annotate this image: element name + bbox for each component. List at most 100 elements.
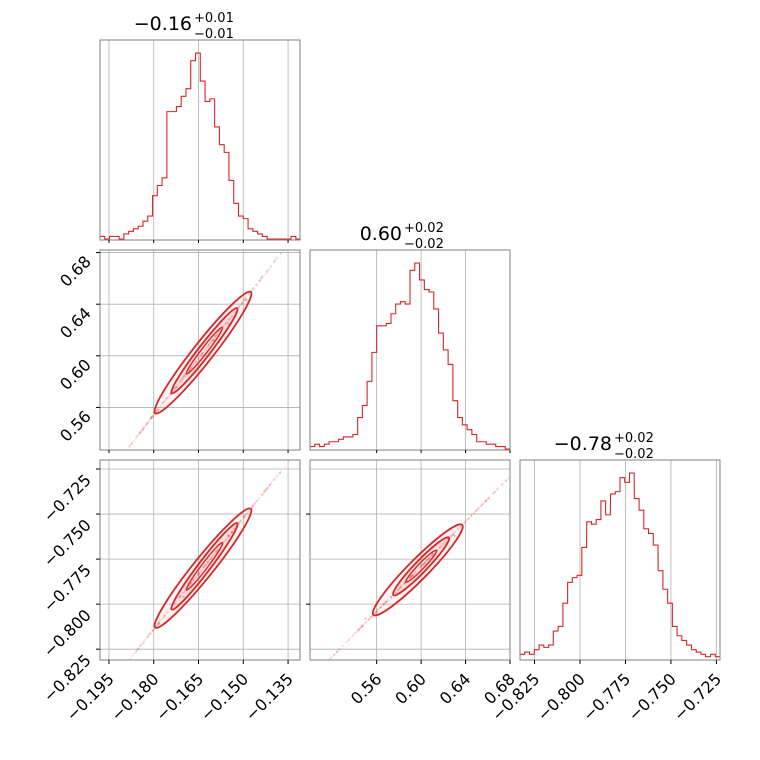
sample-point [224, 538, 227, 542]
sample-point [134, 651, 137, 654]
sample-point [409, 575, 413, 578]
sample-point [269, 482, 272, 486]
sample-point [239, 519, 242, 522]
sample-point [408, 576, 411, 580]
sample-point [197, 356, 200, 359]
sample-point [224, 323, 227, 326]
sample-point [420, 565, 423, 568]
sample-point [188, 369, 191, 372]
sample-point [425, 559, 428, 563]
sample-point [134, 437, 137, 440]
sample-point [205, 347, 208, 350]
sample-point [288, 460, 291, 463]
sample-point [161, 402, 164, 405]
sample-point [255, 500, 258, 503]
sample-point [112, 466, 114, 468]
sample-point [246, 511, 249, 514]
joint-13-marks [114, 460, 291, 678]
sample-point [475, 509, 478, 512]
sample-point [481, 502, 484, 506]
sample-point [274, 477, 277, 480]
sample-point [450, 534, 453, 537]
sample-point [361, 624, 364, 627]
title-lower-error: −0.02 [614, 447, 654, 462]
sample-point [422, 562, 425, 566]
sample-point [143, 639, 146, 643]
sample-point [268, 483, 271, 487]
sample-point [377, 609, 380, 612]
sample-point [166, 611, 169, 614]
sample-point [143, 426, 146, 430]
sample-point [429, 556, 432, 559]
sample-point [175, 385, 178, 388]
sample-point [243, 516, 246, 519]
sample-point [252, 286, 256, 289]
sample-point [390, 595, 393, 598]
sample-point [180, 379, 183, 382]
tick-label: −0.725 [670, 669, 725, 724]
sample-point [114, 676, 116, 678]
sample-point [162, 401, 165, 404]
sample-point [385, 600, 388, 603]
sample-point [196, 357, 200, 360]
joint-13-frame [99, 459, 301, 661]
sample-point [190, 582, 193, 585]
tick-label: 0.64 [436, 669, 475, 708]
sample-point [367, 619, 370, 622]
sample-point [276, 474, 279, 477]
sample-point [160, 618, 163, 622]
sample-point [151, 629, 155, 632]
sample-point [245, 299, 248, 302]
sample-point [190, 367, 193, 370]
sample-point [242, 516, 246, 519]
sample-point [228, 317, 231, 320]
sample-point [151, 630, 154, 633]
sample-point [238, 522, 241, 525]
sample-point [155, 409, 159, 412]
sample-point [402, 582, 406, 586]
sample-point [163, 614, 166, 617]
sample-point [163, 614, 166, 617]
sample-point [402, 582, 406, 585]
sample-point [148, 419, 151, 422]
sample-point [411, 574, 414, 577]
sample-point [139, 430, 142, 433]
sample-point [242, 300, 245, 303]
sample-point [272, 479, 275, 482]
sample-point [426, 559, 429, 562]
sample-point [504, 479, 508, 482]
sample-point [427, 557, 431, 560]
sample-point [140, 428, 144, 431]
sample-point [137, 647, 140, 650]
sample-point [445, 539, 448, 542]
sample-point [356, 630, 359, 633]
sample-point [139, 644, 142, 647]
sample-point [142, 426, 145, 429]
sample-point [234, 309, 237, 312]
sample-point [190, 582, 193, 585]
sample-point [216, 548, 219, 551]
sample-point [142, 426, 146, 429]
sample-point [438, 546, 441, 549]
sample-point [385, 600, 388, 604]
sample-point [150, 416, 153, 420]
sample-point [166, 396, 169, 399]
sample-point [101, 479, 103, 481]
sample-point [397, 587, 401, 591]
sample-point [258, 279, 261, 283]
sample-point [496, 487, 500, 490]
sample-point [480, 504, 483, 507]
tick-label: −0.135 [242, 669, 297, 724]
sample-point [161, 616, 164, 620]
sample-point [485, 498, 488, 501]
sample-point [264, 489, 267, 492]
sample-point [400, 585, 403, 588]
sample-point [183, 374, 186, 377]
sample-point [244, 297, 247, 300]
sample-point [389, 596, 392, 599]
sample-point [411, 574, 414, 577]
sample-point [227, 318, 230, 321]
sample-point [175, 385, 178, 389]
sample-point [211, 339, 214, 342]
histogram-step [100, 52, 301, 240]
